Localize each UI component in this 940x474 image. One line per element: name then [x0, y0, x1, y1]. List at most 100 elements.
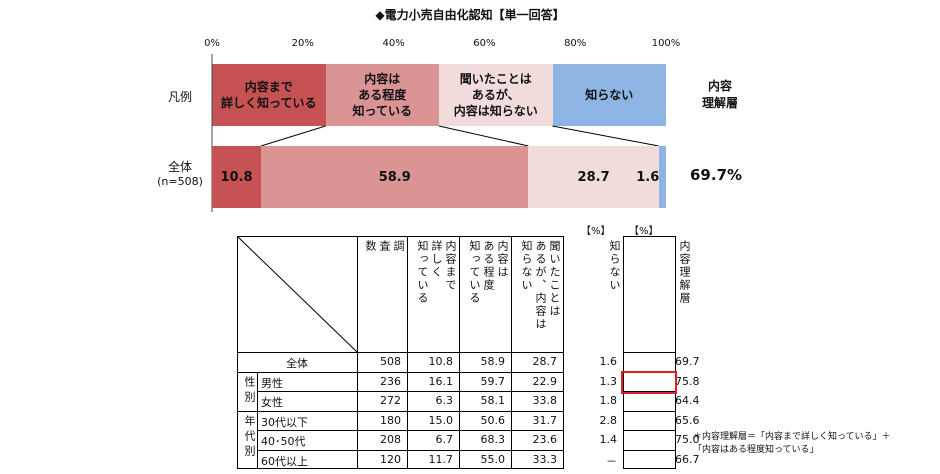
legend-item: 内容は ある程度 知っている — [325, 64, 439, 126]
table-border — [623, 410, 675, 412]
table-border — [237, 236, 563, 237]
table-cell: 16.1 — [428, 374, 454, 388]
table-cell: 28.7 — [532, 355, 558, 368]
table-border — [563, 236, 564, 469]
bar-value-label: 10.8 — [220, 169, 253, 185]
table-cell: 59.7 — [480, 374, 506, 388]
column-header: 内容理解層 — [678, 240, 691, 305]
legend-item: 聞いたことは あるが、 内容は知らない — [439, 64, 553, 126]
table-border — [257, 371, 258, 469]
axis-tick-label: 0% — [204, 38, 220, 49]
table-border — [237, 352, 563, 353]
axis-tick-label: 40% — [382, 38, 405, 49]
table-cell: 31.7 — [532, 413, 558, 427]
table-cell: 75.8 — [675, 374, 700, 388]
table-cell: 33.3 — [532, 452, 558, 466]
table-cell: 65.6 — [675, 413, 700, 427]
table-cell: 120 — [380, 452, 401, 466]
table-cell: 1.8 — [599, 394, 618, 407]
unit-label: 【%】 — [581, 226, 611, 237]
table-cell: 236 — [380, 374, 401, 388]
column-header: 内容は ある程度 知っている — [468, 240, 509, 305]
table-border — [237, 468, 563, 469]
table-cell: 180 — [380, 413, 401, 427]
table-cell: 58.9 — [480, 355, 506, 368]
table-cell: 75.0 — [675, 433, 700, 446]
table-cell: 1.6 — [599, 355, 618, 368]
table-cell: 10.8 — [428, 355, 454, 368]
bar-segment — [528, 146, 659, 208]
table-border — [623, 449, 675, 451]
table-border — [623, 468, 675, 469]
bar-segment — [261, 146, 529, 208]
table-border — [623, 391, 675, 392]
table-cell: 50.6 — [480, 413, 506, 427]
column-header: 知らない — [608, 240, 621, 292]
table-cell: 66.7 — [675, 452, 700, 466]
group-label: 年代別 — [243, 414, 256, 460]
table-cell: 11.7 — [428, 452, 454, 466]
connector-line — [260, 125, 326, 147]
row-label: 60代以上 — [261, 454, 308, 468]
table-border — [675, 236, 676, 469]
table-cell: 15.0 — [428, 413, 454, 427]
crosstab-table: 【%】 【%】調 査 数内容まで 詳しく 知っている 内容は ある程度 知っている聞… — [237, 226, 700, 469]
table-cell: 22.9 — [532, 374, 558, 388]
row-label: 40･50代 — [261, 435, 306, 448]
bar-value-label: 28.7 — [577, 169, 610, 185]
header-diagonal — [237, 236, 357, 352]
column-header: 調 査 数 — [364, 240, 405, 253]
legend-understanding-label: 内容 理解層 — [701, 79, 738, 110]
table-cell: 208 — [380, 433, 401, 446]
table-border — [237, 410, 563, 412]
table-cell: 55.0 — [480, 452, 506, 466]
legend-row-label: 凡例 — [167, 90, 192, 104]
table-border — [623, 352, 675, 353]
row-label: 女性 — [261, 396, 283, 409]
legend-item: 知らない — [552, 64, 666, 126]
table-cell: 64.4 — [675, 394, 700, 407]
axis-tick-label: 100% — [651, 38, 681, 49]
bar-segment — [212, 146, 262, 208]
column-header: 聞いたことは あるが、内容は 知らない — [520, 240, 561, 331]
total-n: (n=508) — [157, 175, 203, 188]
row-label: 男性 — [261, 376, 283, 390]
total-row-label: 全体 (n=508) — [150, 158, 210, 188]
row-label: 30代以下 — [261, 415, 308, 429]
table-cell: 23.6 — [532, 433, 558, 446]
bar-value-label: 58.9 — [378, 169, 411, 185]
footnote: ＊内容理解層＝「内容まで詳しく知っている」＋ 「内容はある程度知っている」 — [693, 432, 891, 455]
table-cell: 68.3 — [480, 433, 506, 446]
table-cell: 33.8 — [532, 394, 558, 407]
table-cell: 508 — [380, 355, 401, 368]
table-border — [623, 430, 675, 431]
unit-label: 【%】 — [629, 226, 659, 237]
total-label: 全体 — [167, 160, 192, 174]
table-cell: 58.1 — [480, 394, 506, 407]
connector-line — [438, 125, 529, 147]
row-label: 全体 — [286, 357, 308, 370]
table-border — [257, 391, 563, 392]
table-cell: 6.3 — [435, 394, 454, 407]
group-label: 性別 — [243, 375, 256, 406]
table-cell: － — [606, 454, 617, 468]
total-understanding-value: 69.7% — [690, 166, 743, 184]
legend-item: 内容まで 詳しく知っている — [212, 64, 326, 126]
column-header: 内容まで 詳しく 知っている — [416, 240, 457, 305]
table-cell: 69.7 — [675, 355, 700, 368]
chart-title: ◆電力小売自由化認知【単一回答】 — [375, 8, 565, 22]
highlight-box — [621, 370, 677, 394]
table-cell: 1.4 — [599, 433, 618, 446]
table-border — [257, 449, 563, 451]
table-cell: 2.8 — [599, 413, 618, 427]
bar-segment — [658, 146, 666, 208]
table-border — [237, 371, 563, 373]
table-border — [257, 430, 563, 431]
table-cell: 272 — [380, 394, 401, 407]
axis-tick-label: 80% — [564, 38, 587, 49]
table-border — [623, 236, 675, 237]
axis-tick-label: 20% — [291, 38, 314, 49]
table-cell: 6.7 — [435, 433, 454, 446]
axis-tick-label: 60% — [473, 38, 496, 49]
connector-line — [552, 125, 659, 147]
